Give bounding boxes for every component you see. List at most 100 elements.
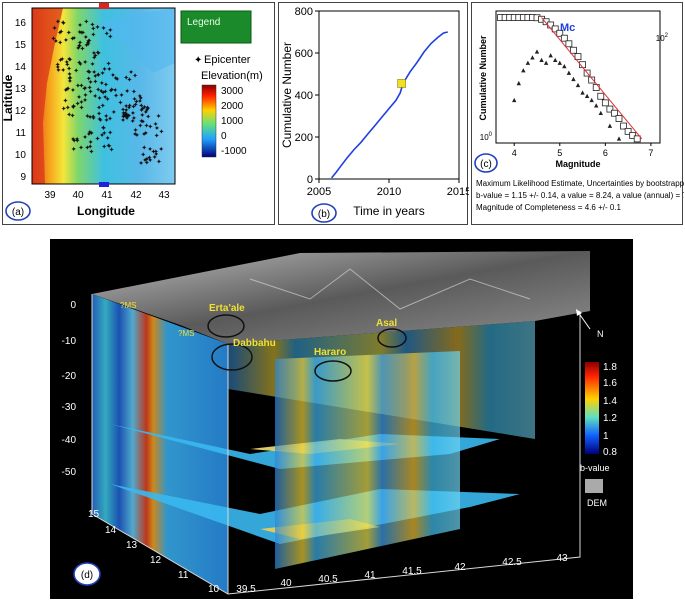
epicenter-point: ✦ — [97, 95, 103, 103]
epicenter-point: ✦ — [138, 160, 144, 168]
bval-tick-1: 1 — [603, 431, 609, 442]
chart-c-ylabel: Cumulative Number — [478, 35, 488, 121]
chart-c-triangle-point — [516, 80, 521, 86]
epicenter-point: ✦ — [87, 114, 93, 122]
epicenter-point: ✦ — [98, 88, 104, 96]
chart-b-ytick-label: 800 — [295, 6, 313, 18]
epicenter-point: ✦ — [78, 82, 84, 90]
epicenter-point: ✦ — [106, 143, 112, 151]
cross-section-center — [275, 351, 460, 569]
lat3d-tick-14: 14 — [105, 525, 117, 536]
epicenter-point: ✦ — [65, 85, 71, 93]
chart-b-ytick-label: 0 — [307, 174, 313, 186]
place-circle-hararo — [314, 360, 352, 382]
epicenter-point: ✦ — [71, 137, 77, 145]
epicenter-point: ✦ — [100, 89, 106, 97]
chart-c-triangle-point — [539, 57, 544, 63]
place-circle-dabbahu — [211, 343, 253, 371]
epicenter-point: ✦ — [131, 88, 137, 96]
epicenter-point: ✦ — [96, 110, 102, 118]
epicenter-point: ✦ — [107, 33, 113, 41]
epicenter-point: ✦ — [105, 134, 111, 142]
legend-box-title: Legend — [187, 17, 220, 28]
bvalue-colorbar — [585, 362, 599, 454]
epicenter-point: ✦ — [70, 87, 76, 95]
epicenter-point: ✦ — [90, 31, 96, 39]
epicenter-point: ✦ — [140, 151, 146, 159]
epicenter-point: ✦ — [95, 71, 101, 79]
epicenter-point: ✦ — [86, 68, 92, 76]
epicenter-point: ✦ — [91, 54, 97, 62]
chart-c-triangle-point — [598, 110, 603, 116]
epicenter-point: ✦ — [154, 132, 160, 140]
epicenter-point: ✦ — [126, 76, 132, 84]
panel-a-label-circle — [5, 201, 31, 221]
elev-tick-1000: 1000 — [221, 116, 244, 127]
epicenter-point: ✦ — [88, 148, 94, 156]
epicenter-point: ✦ — [82, 85, 88, 93]
epicenter-point: ✦ — [123, 106, 129, 114]
epicenter-point: ✦ — [82, 96, 88, 104]
epicenter-point: ✦ — [63, 37, 69, 45]
north-arrow-head-icon — [576, 309, 582, 316]
north-label: N — [597, 329, 604, 339]
epicenter-point: ✦ — [66, 65, 72, 73]
epicenter-point: ✦ — [123, 102, 129, 110]
epicenter-point: ✦ — [92, 52, 98, 60]
chart-c-triangle-point — [521, 68, 526, 73]
epicenter-point: ✦ — [70, 103, 76, 111]
epicenter-point: ✦ — [100, 70, 106, 78]
epicenter-point: ✦ — [63, 86, 69, 94]
elev-tick-0: 0 — [221, 131, 227, 142]
chart-c-xtick-label: 7 — [648, 148, 653, 158]
chart-c-frame — [495, 10, 661, 144]
epicenter-point: ✦ — [55, 18, 61, 26]
epicenter-point: ✦ — [62, 97, 68, 105]
epicenter-point: ✦ — [83, 34, 89, 42]
lon3d-tick-43: 43 — [556, 553, 568, 564]
panel-b-cumulative-chart: 0 200 400 600 800 2005 2010 2015 Time in years … — [278, 2, 469, 225]
lat-tick-10: 10 — [15, 150, 27, 161]
epicenter-point: ✦ — [71, 102, 77, 110]
epicenter-point: ✦ — [124, 113, 130, 121]
lat3d-tick-10: 10 — [208, 584, 220, 595]
lat-tick-11: 11 — [16, 128, 27, 139]
epicenter-point: ✦ — [82, 134, 88, 142]
bval-tick-0-8: 0.8 — [603, 447, 617, 458]
epicenter-point: ✦ — [124, 114, 130, 122]
epicenter-point: ✦ — [146, 154, 152, 162]
epicenter-point: ✦ — [101, 24, 107, 32]
chart-c-square-point — [606, 105, 614, 113]
epicenter-point: ✦ — [128, 68, 134, 76]
epicenter-point: ✦ — [74, 136, 80, 144]
epicenter-point: ✦ — [89, 130, 95, 138]
chart-b-xtick-label: 2005 — [307, 186, 331, 198]
lon-ticks-3d: 39.5 40 40.5 41 41.5 42 42.5 43 — [236, 553, 568, 595]
depth-tick-10: -10 — [62, 336, 77, 347]
epicenter-point: ✦ — [142, 104, 148, 112]
epicenter-point: ✦ — [91, 114, 97, 122]
epicenter-point: ✦ — [147, 123, 153, 131]
epicenter-point: ✦ — [107, 129, 113, 137]
chart-c-triangle-point — [589, 97, 594, 103]
cross-section-left — [92, 294, 228, 594]
lat-tick-9: 9 — [20, 172, 26, 183]
epicenter-point: ✦ — [55, 61, 61, 69]
bval-tick-1-6: 1.6 — [603, 378, 617, 389]
lat3d-tick-15: 15 — [88, 509, 100, 520]
chart-c-triangle-point — [575, 82, 581, 88]
epicenter-point: ✦ — [132, 131, 138, 139]
place-dabbahu: Dabbahu — [233, 338, 276, 349]
epicenter-point: ✦ — [121, 111, 127, 119]
epicenter-point: ✦ — [123, 74, 129, 82]
chart-c-triangle-point — [594, 103, 599, 108]
epicenter-point: ✦ — [130, 118, 136, 126]
epicenter-point: ✦ — [95, 71, 101, 79]
epicenter-point: ✦ — [75, 45, 81, 53]
epicenter-point: ✦ — [77, 42, 83, 50]
sea-region — [98, 8, 175, 73]
epicenter-point: ✦ — [60, 66, 66, 74]
chart-c-triangle-point — [548, 53, 553, 58]
chart-c-triangle-point — [566, 70, 572, 75]
chart-b-ylabel: Cumulative Number — [280, 42, 294, 148]
